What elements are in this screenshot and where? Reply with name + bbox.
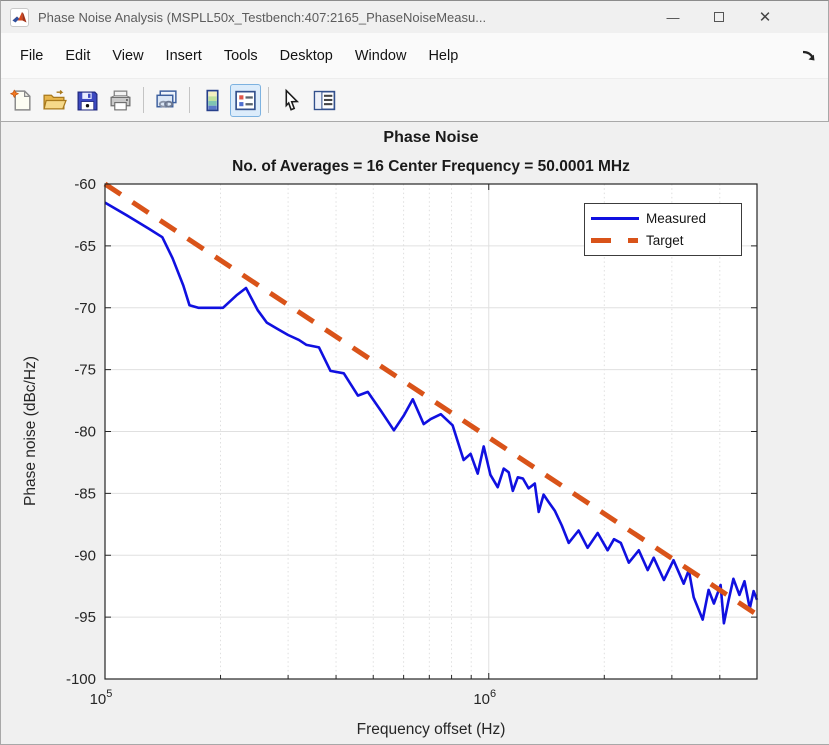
chart-title: Phase Noise: [383, 129, 479, 146]
svg-text:-60: -60: [74, 176, 96, 193]
new-document-icon: [9, 88, 31, 111]
insert-legend-button[interactable]: [230, 83, 261, 117]
figure-toolbar: [1, 79, 828, 122]
matlab-icon: [10, 7, 29, 27]
svg-text:-80: -80: [74, 424, 96, 441]
maximize-icon: [714, 12, 724, 22]
svg-text:106: 106: [473, 688, 496, 708]
svg-text:-85: -85: [74, 485, 96, 502]
toolbar-separator: [143, 87, 144, 113]
menu-help[interactable]: Help: [428, 47, 459, 64]
titlebar-gap: [788, 1, 828, 33]
menu-window[interactable]: Window: [354, 47, 407, 64]
svg-text:-95: -95: [74, 609, 96, 626]
menu-file[interactable]: File: [20, 47, 44, 64]
legend-row-target: Target: [591, 229, 735, 251]
printer-icon: [110, 90, 131, 110]
toolbar-separator: [189, 87, 190, 113]
menu-tools[interactable]: Tools: [223, 47, 258, 64]
legend-row-measured: Measured: [591, 207, 735, 229]
toolbar-separator: [268, 87, 269, 113]
svg-text:-65: -65: [74, 238, 96, 255]
menu-edit[interactable]: Edit: [65, 47, 91, 64]
open-folder-icon: [43, 89, 67, 109]
menu-desktop[interactable]: Desktop: [279, 47, 333, 64]
close-button[interactable]: ✕: [758, 8, 772, 26]
y-axis-label: Phase noise (dBc/Hz): [22, 356, 39, 506]
legend-icon: [235, 90, 256, 110]
cursor-arrow-icon: [285, 88, 300, 111]
x-axis-label: Frequency offset (Hz): [356, 721, 506, 738]
legend-label-target: Target: [646, 232, 684, 248]
edit-plot-button[interactable]: [276, 84, 307, 117]
menu-view[interactable]: View: [112, 47, 144, 64]
link-plot-button[interactable]: [151, 84, 182, 117]
maximize-button[interactable]: [696, 1, 742, 33]
property-inspector-icon: [313, 90, 336, 110]
save-floppy-icon: [77, 91, 98, 110]
menubar: File Edit View Insert Tools Desktop Wind…: [1, 33, 828, 79]
dock-figure-arrow-icon[interactable]: [800, 47, 818, 65]
svg-text:105: 105: [90, 688, 113, 708]
insert-colorbar-button[interactable]: [197, 84, 228, 117]
save-figure-button[interactable]: [72, 84, 103, 117]
svg-text:-70: -70: [74, 300, 96, 317]
minimize-button[interactable]: —: [666, 9, 680, 25]
window-title: Phase Noise Analysis (MSPLL50x_Testbench…: [38, 9, 487, 25]
titlebar: Phase Noise Analysis (MSPLL50x_Testbench…: [1, 1, 828, 33]
legend-label-measured: Measured: [646, 210, 707, 226]
svg-text:-100: -100: [66, 671, 96, 688]
svg-text:-90: -90: [74, 547, 96, 564]
colorbar-icon: [206, 89, 219, 111]
measured-line-sample: [591, 216, 639, 220]
menu-insert[interactable]: Insert: [165, 47, 202, 64]
chart-legend[interactable]: Measured Target: [584, 203, 742, 256]
figure-canvas: -100 -95 -90 -85 -80 -75 -70 -65 -60 105 106 Phase…: [1, 122, 829, 744]
phase-noise-chart: -100 -95 -90 -85 -80 -75 -70 -65 -60 105 106: [66, 176, 759, 708]
new-figure-button[interactable]: [6, 84, 37, 117]
link-plot-icon: [156, 89, 177, 108]
print-figure-button[interactable]: [105, 84, 136, 117]
open-file-button[interactable]: [39, 84, 70, 117]
target-line-sample: [591, 237, 639, 243]
property-inspector-button[interactable]: [309, 84, 340, 117]
svg-text:-75: -75: [74, 362, 96, 379]
chart-subtitle: No. of Averages = 16 Center Frequency = …: [232, 158, 630, 175]
